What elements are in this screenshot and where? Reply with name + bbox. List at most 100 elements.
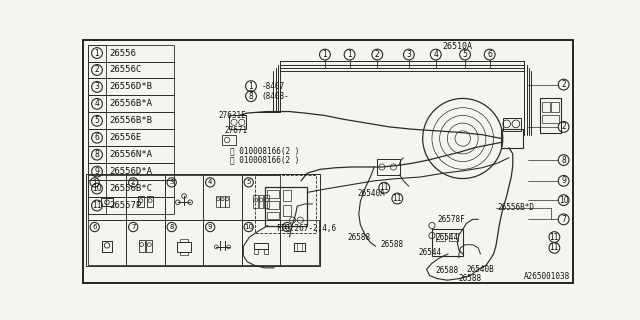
Bar (88, 78, 174, 95)
Bar (88, 44, 174, 61)
Text: -8407: -8407 (262, 82, 285, 91)
Text: 3: 3 (95, 83, 99, 92)
Text: 2: 2 (561, 123, 566, 132)
Bar (284, 190, 291, 201)
Bar (88, 220, 126, 265)
Text: 26588: 26588 (348, 233, 371, 242)
Text: 3: 3 (406, 50, 412, 59)
Bar (147, 196, 153, 207)
Text: 8: 8 (561, 156, 566, 164)
Text: 9: 9 (208, 224, 212, 230)
Text: 27671: 27671 (224, 126, 247, 135)
Bar (254, 249, 258, 254)
Bar (204, 175, 242, 220)
Bar (147, 240, 152, 252)
Text: 1: 1 (92, 180, 97, 185)
Text: 10: 10 (92, 184, 102, 193)
Text: 26557P: 26557P (109, 201, 141, 210)
Text: 3: 3 (170, 180, 174, 185)
Bar (542, 101, 550, 112)
Text: 26556B*D: 26556B*D (497, 203, 534, 212)
Text: 10: 10 (559, 196, 568, 204)
Bar (88, 180, 174, 197)
Bar (242, 175, 280, 220)
Text: 4: 4 (208, 180, 212, 185)
Text: 26556: 26556 (109, 49, 136, 58)
Bar (503, 118, 521, 131)
Bar (259, 195, 263, 208)
Text: 1: 1 (95, 49, 99, 58)
Text: 2: 2 (131, 180, 136, 185)
Bar (230, 116, 246, 129)
Bar (540, 99, 561, 133)
Text: 26588: 26588 (459, 274, 482, 283)
Text: 26556D*A: 26556D*A (109, 167, 152, 176)
Text: 11: 11 (283, 224, 292, 230)
Text: 8: 8 (248, 92, 253, 101)
Bar (242, 220, 280, 265)
Bar (267, 190, 279, 198)
Text: 7: 7 (561, 215, 566, 224)
Text: 1: 1 (323, 50, 327, 59)
Bar (436, 233, 445, 241)
Text: 5: 5 (246, 180, 251, 185)
Bar (101, 198, 113, 206)
Text: 2: 2 (375, 50, 380, 59)
Bar (88, 95, 174, 112)
Bar (432, 229, 463, 256)
Bar (449, 233, 458, 241)
Bar (88, 197, 174, 214)
Text: 26544: 26544 (436, 233, 459, 242)
Text: FIG.267-2,4,6: FIG.267-2,4,6 (276, 224, 336, 233)
Text: 6: 6 (92, 224, 97, 230)
Text: 5: 5 (95, 116, 99, 125)
Bar (180, 239, 188, 242)
Bar (88, 180, 106, 197)
Text: 11: 11 (380, 183, 389, 192)
Bar (88, 61, 174, 78)
Bar (164, 175, 204, 220)
Text: Ⓑ 010008166(2 ): Ⓑ 010008166(2 ) (230, 146, 300, 155)
Bar (88, 129, 174, 146)
Bar (255, 175, 316, 233)
Bar (221, 135, 236, 145)
Text: 26540B: 26540B (467, 265, 494, 274)
Bar (264, 249, 268, 254)
Bar (88, 146, 174, 163)
Bar (164, 220, 204, 265)
Text: 26556B*B: 26556B*B (109, 116, 152, 125)
Text: 9: 9 (95, 167, 99, 176)
Text: 26540A: 26540A (357, 189, 385, 198)
Bar (177, 242, 191, 252)
Bar (88, 163, 106, 180)
Text: 2: 2 (95, 66, 99, 75)
Bar (284, 205, 291, 216)
Text: 9: 9 (561, 176, 566, 185)
Text: 7: 7 (131, 224, 136, 230)
Text: Ⓑ 010008166(2 ): Ⓑ 010008166(2 ) (230, 156, 300, 164)
Bar (294, 243, 305, 251)
Bar (88, 78, 106, 95)
Text: 26556C: 26556C (109, 66, 141, 75)
Text: A265001038: A265001038 (524, 272, 570, 281)
Text: (8408-: (8408- (262, 92, 289, 101)
Bar (88, 44, 106, 61)
Bar (139, 240, 145, 252)
Bar (267, 212, 279, 219)
Bar (88, 175, 126, 220)
Bar (88, 197, 106, 214)
Text: 26556N*A: 26556N*A (109, 150, 152, 159)
Text: 6: 6 (487, 50, 492, 59)
Bar (542, 116, 559, 123)
Text: 26578F: 26578F (437, 215, 465, 224)
Bar (376, 159, 399, 175)
Text: 1: 1 (347, 50, 352, 59)
Bar (138, 196, 144, 207)
Bar (126, 220, 164, 265)
Text: 1: 1 (248, 82, 253, 91)
Text: 26588: 26588 (436, 267, 459, 276)
Bar (86, 174, 320, 266)
Bar (102, 241, 113, 252)
Bar (216, 196, 220, 207)
Text: 2: 2 (561, 80, 566, 89)
